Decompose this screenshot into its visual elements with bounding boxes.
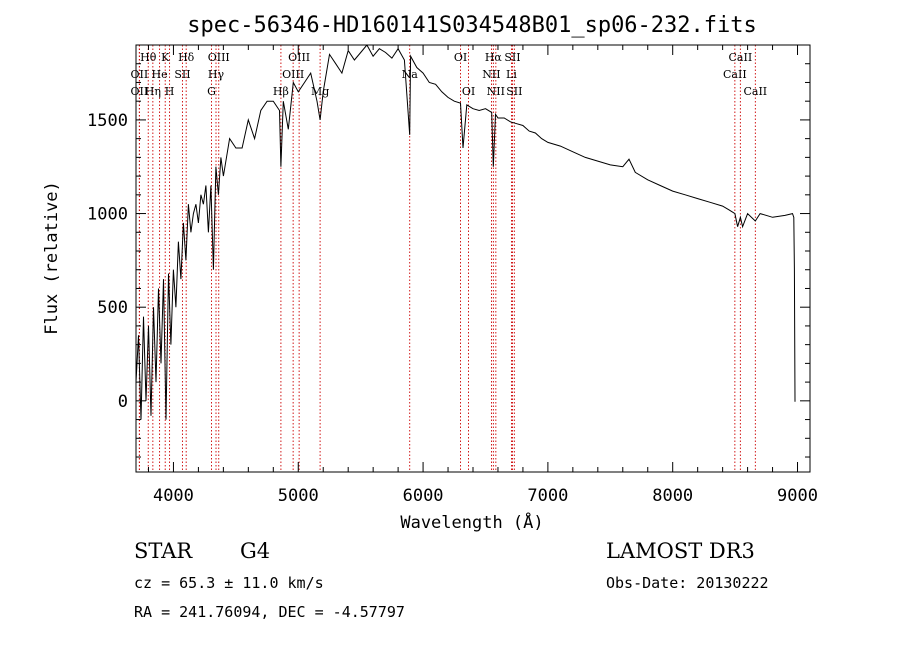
chart-title: spec-56346-HD160141S034548B01_sp06-232.f…: [187, 13, 757, 38]
spectral-line-label: OII: [131, 68, 149, 81]
spectral-line-label: NII: [482, 68, 500, 81]
spectral-line-label: OI: [462, 85, 475, 98]
x-tick-label: 6000: [403, 486, 444, 506]
object-subclass: G4: [240, 539, 271, 563]
spectral-line-label: SII: [174, 68, 190, 81]
spectral-line-label: CaII: [743, 85, 767, 98]
y-tick-label: 1000: [87, 205, 128, 225]
x-tick-label: 5000: [278, 486, 319, 506]
x-tick-label: 7000: [527, 486, 568, 506]
spectral-line-label: Hθ: [140, 51, 157, 64]
spectral-line-label: Hβ: [273, 85, 289, 98]
y-tick-label: 0: [118, 392, 128, 412]
spectral-line-label: G: [207, 85, 216, 98]
coordinates-text: RA = 241.76094, DEC = -4.57797: [134, 603, 405, 621]
spectral-line-label: CaII: [729, 51, 753, 64]
spectral-line-label: SII: [504, 51, 520, 64]
spectral-line-label: CaII: [723, 68, 747, 81]
y-tick-label: 1500: [87, 111, 128, 131]
spectral-line-label: Li: [506, 68, 517, 81]
spectral-line-label: He: [152, 68, 168, 81]
spectral-line-label: Hγ: [208, 68, 225, 81]
spectral-line-label: Hα: [485, 51, 503, 64]
spectral-line-label: Na: [402, 68, 419, 81]
obs-date-text: Obs-Date: 20130222: [606, 574, 769, 592]
spectral-line-label: SII: [506, 85, 522, 98]
spectral-line-label: OII: [131, 85, 149, 98]
spectral-line-label: OIII: [288, 51, 310, 64]
x-axis-label: Wavelength (Å): [400, 511, 543, 533]
x-tick-label: 8000: [652, 486, 693, 506]
x-tick-label: 9000: [777, 486, 818, 506]
spectral-line-label: OI: [454, 51, 467, 64]
x-tick-label: 4000: [153, 486, 194, 506]
spectral-line-label: NII: [487, 85, 505, 98]
spectral-line-label: Hδ: [178, 51, 195, 64]
object-class: STAR: [134, 539, 193, 563]
y-tick-label: 500: [97, 298, 128, 318]
survey-name: LAMOST DR3: [606, 539, 755, 563]
spectral-line-label: OIII: [282, 68, 304, 81]
redshift-text: cz = 65.3 ± 11.0 km/s: [134, 574, 324, 592]
spectral-line-label: OIII: [208, 51, 230, 64]
spectrum-series-line: [136, 45, 796, 420]
spectral-line-label: K: [161, 51, 170, 64]
y-axis-label: Flux (relative): [42, 181, 62, 335]
spectral-line-label: Hη: [145, 85, 161, 98]
spectral-line-label: H: [165, 85, 175, 98]
spectral-line-label: Mg: [311, 85, 329, 98]
